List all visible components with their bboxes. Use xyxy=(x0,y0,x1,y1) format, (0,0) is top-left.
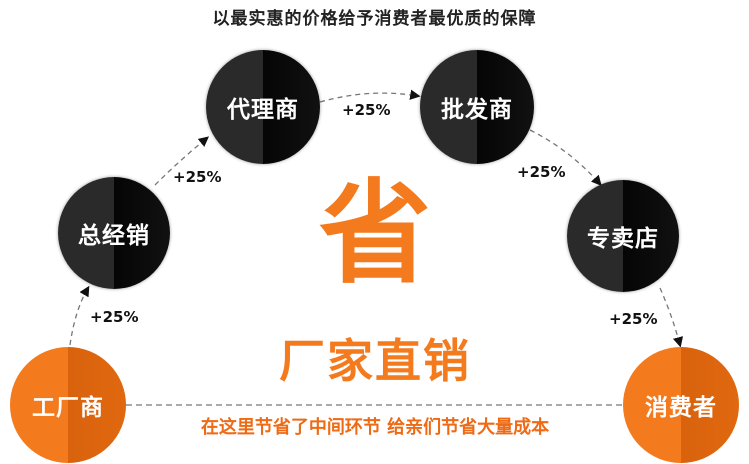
arrow-store-to-consumer xyxy=(659,287,684,348)
markup-label: +25% xyxy=(90,308,139,326)
node-store: 专卖店 xyxy=(567,180,679,292)
node-agent: 代理商 xyxy=(206,50,320,164)
markup-label: +25% xyxy=(517,163,566,181)
node-wholesaler: 批发商 xyxy=(420,50,534,164)
subtitle: 在这里节省了中间环节 给亲们节省大量成本 xyxy=(200,417,550,438)
node-distributor: 总经销 xyxy=(58,177,170,289)
save-character: 省 xyxy=(319,169,431,299)
node-factory: 工厂商 xyxy=(10,347,126,463)
arrow-distributor-to-agent xyxy=(154,136,210,186)
node-consumer: 消费者 xyxy=(623,347,739,463)
arrow-factory-to-distributor xyxy=(69,285,90,346)
markup-label: +25% xyxy=(342,101,391,119)
page-title: 以最实惠的价格给予消费者最优质的保障 xyxy=(212,9,537,29)
headline: 厂家直销 xyxy=(279,334,471,388)
markup-label: +25% xyxy=(173,168,222,186)
markup-label: +25% xyxy=(609,310,658,328)
arrow-agent-to-wholesaler xyxy=(319,89,421,103)
